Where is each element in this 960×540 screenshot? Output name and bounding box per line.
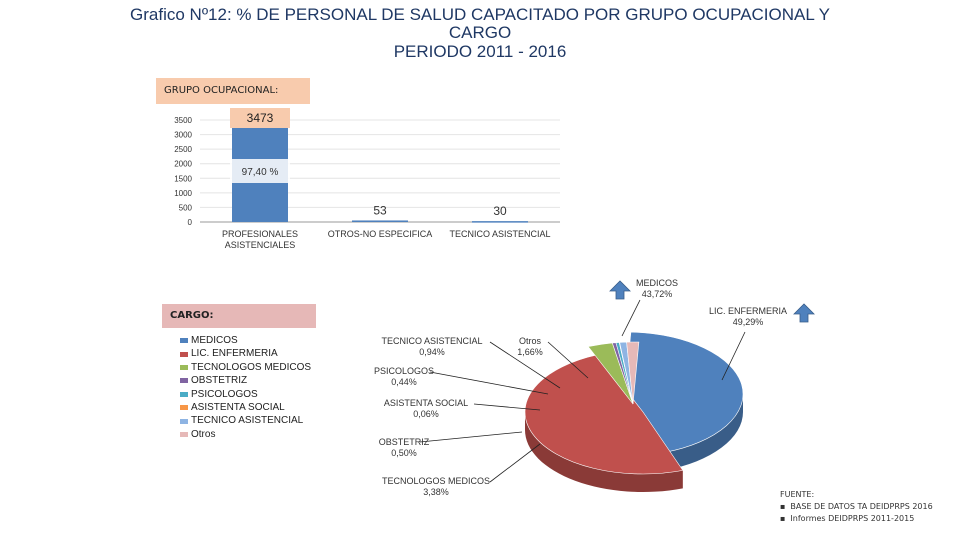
x-tick-label: OTROS-NO ESPECIFICA	[328, 229, 433, 239]
pie-slice-label: LIC. ENFERMERIA	[709, 306, 787, 316]
legend-label: OBSTETRIZ	[191, 375, 248, 387]
legend-label: TECNICO ASISTENCIAL	[191, 415, 304, 427]
leader-line	[721, 331, 746, 381]
pie-legend: MEDICOS LIC. ENFERMERIA TECNOLOGOS MEDICOS…	[180, 334, 311, 441]
pie-slice	[619, 341, 634, 405]
pie-slice	[524, 354, 684, 475]
pie-slice	[618, 342, 634, 405]
legend-label: ASISTENTA SOCIAL	[191, 402, 285, 414]
source-item: Informes DEIDPRPS 2011-2015	[780, 513, 933, 525]
legend-swatch	[180, 365, 188, 371]
percent-label-box	[230, 159, 290, 183]
pie-slice-label: TECNOLOGOS MEDICOS	[382, 476, 490, 486]
pie-slice-label: PSICOLOGOS	[374, 366, 434, 376]
title-line-1: Grafico Nº12: % DE PERSONAL DE SALUD CAP…	[130, 5, 830, 24]
pie-slice	[587, 342, 634, 405]
source-item: BASE DE DATOS TA DEIDPRPS 2016	[780, 501, 932, 513]
pie-slice	[626, 341, 640, 405]
pie-slice-value: 0,44%	[391, 377, 417, 387]
pie-slice-label: OBSTETRIZ	[379, 437, 430, 447]
legend-swatch	[180, 378, 188, 384]
leader-line	[489, 443, 541, 483]
y-tick-label: 1000	[174, 189, 192, 198]
x-tick-label: ASISTENCIALES	[225, 240, 296, 250]
legend-label: Otros	[191, 428, 216, 440]
leader-line	[621, 299, 641, 337]
bar	[472, 221, 528, 223]
x-tick-label: PROFESIONALES	[222, 229, 298, 239]
grupo-ocupacional-header: GRUPO OCUPACIONAL:	[156, 78, 310, 104]
bar-value-label: 3473	[247, 111, 274, 125]
pie-slice	[624, 331, 744, 453]
legend-item: TECNICO ASISTENCIAL	[180, 414, 311, 427]
bar	[352, 220, 408, 222]
arrow-up-icon	[609, 280, 631, 300]
leader-line	[489, 341, 561, 389]
legend-item: OBSTETRIZ	[180, 374, 311, 387]
x-tick-label: TECNICO ASISTENCIAL	[449, 229, 550, 239]
pie-slice-value: 0,94%	[419, 347, 445, 357]
legend-item: MEDICOS	[180, 334, 311, 347]
legend-item: ASISTENTA SOCIAL	[180, 401, 311, 414]
pie-slice-label: TECNICO ASISTENCIAL	[381, 336, 482, 346]
leader-line	[473, 403, 541, 411]
cargo-header: CARGO:	[162, 304, 316, 328]
legend-swatch	[180, 391, 188, 397]
source-note: FUENTE: BASE DE DATOS TA DEIDPRPS 2016 I…	[780, 489, 933, 525]
legend-swatch	[180, 405, 188, 411]
legend-swatch	[180, 432, 188, 438]
pie-slice-side	[664, 394, 743, 471]
bar-value-box	[230, 108, 290, 128]
pie-slice-value: 49,29%	[733, 317, 764, 327]
legend-item: TECNOLOGOS MEDICOS	[180, 361, 311, 374]
legend-swatch	[180, 338, 188, 344]
legend-swatch	[180, 418, 188, 424]
pie-slice	[611, 342, 634, 405]
y-tick-label: 3000	[174, 131, 192, 140]
pie-slice-label: MEDICOS	[636, 278, 678, 288]
y-tick-label: 3500	[174, 116, 192, 125]
legend-swatch	[180, 351, 188, 357]
pie-slice-value: 1,66%	[517, 347, 543, 357]
pie-slice-value: 43,72%	[642, 289, 673, 299]
pie-slice-side	[525, 412, 683, 492]
legend-label: LIC. ENFERMERIA	[191, 348, 278, 360]
pie-slice-label: Otros	[519, 336, 542, 346]
title-line-3: PERIODO 2011 - 2016	[393, 42, 567, 61]
pie-slice	[615, 342, 634, 405]
legend-item: PSICOLOGOS	[180, 388, 311, 401]
source-heading: FUENTE:	[780, 490, 815, 499]
bar	[232, 120, 288, 222]
leader-line	[547, 341, 589, 379]
pie-slice-value: 0,50%	[391, 448, 417, 458]
leader-line	[429, 371, 549, 395]
chart-title: Grafico Nº12: % DE PERSONAL DE SALUD CAP…	[0, 6, 960, 62]
y-tick-label: 500	[179, 203, 193, 212]
bar-value-label: 30	[493, 204, 507, 218]
y-tick-label: 2500	[174, 145, 192, 154]
y-tick-label: 0	[188, 218, 193, 227]
bar-value-label: 53	[373, 203, 387, 217]
legend-item: Otros	[180, 428, 311, 441]
leader-line	[419, 431, 523, 443]
title-line-2: CARGO	[448, 23, 512, 42]
y-tick-label: 2000	[174, 160, 192, 169]
y-tick-label: 1500	[174, 174, 192, 183]
arrow-up-icon	[793, 303, 815, 323]
pie-slice-label: ASISTENTA SOCIAL	[384, 398, 468, 408]
percent-label: 97,40 %	[242, 167, 279, 178]
pie-slice-value: 0,06%	[413, 409, 439, 419]
pie-slice-value: 3,38%	[423, 487, 449, 497]
legend-label: TECNOLOGOS MEDICOS	[191, 361, 312, 373]
legend-item: LIC. ENFERMERIA	[180, 347, 311, 360]
legend-label: MEDICOS	[191, 335, 238, 346]
legend-label: PSICOLOGOS	[191, 388, 258, 400]
